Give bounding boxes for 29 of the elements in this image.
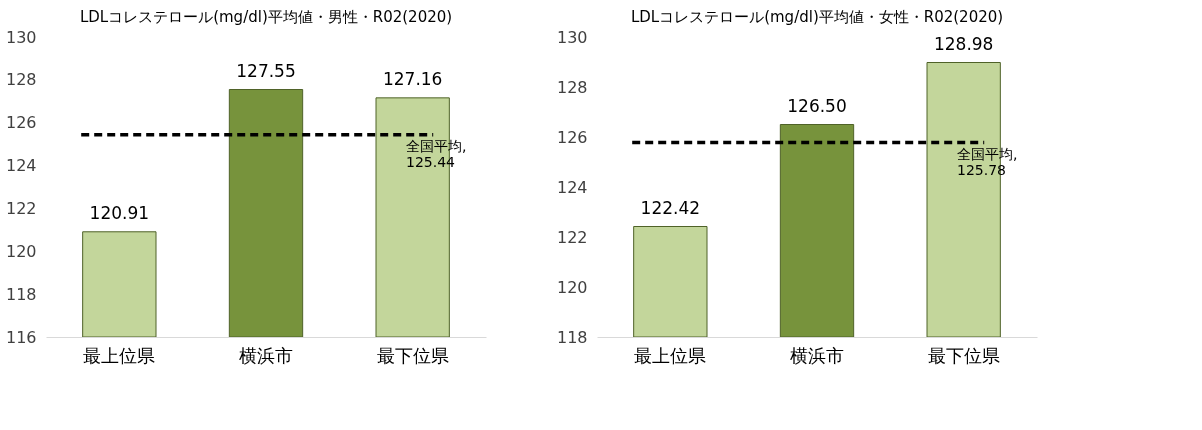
- data-label: 128.98: [933, 33, 994, 54]
- x-tick-label: 最上位県: [83, 344, 156, 366]
- chart-title: LDLコレステロール(mg/dl)平均値・女性・R02(2020): [630, 8, 1004, 26]
- y-tick-label: 118: [556, 327, 588, 347]
- y-tick-label: 118: [5, 284, 37, 304]
- x-tick-label: 最下位県: [927, 344, 1000, 366]
- y-tick-label: 126: [556, 127, 588, 147]
- data-label: 120.91: [89, 202, 150, 223]
- x-tick-label: 横浜市: [790, 344, 844, 366]
- x-tick-label: 最上位県: [634, 344, 707, 366]
- y-tick-label: 120: [5, 241, 37, 261]
- y-tick-label: 128: [5, 70, 37, 90]
- data-label: 122.42: [640, 197, 701, 218]
- y-tick-label: 126: [5, 113, 37, 133]
- x-tick-label: 横浜市: [239, 344, 293, 366]
- y-tick-label: 130: [556, 27, 588, 47]
- data-label: 127.55: [236, 60, 296, 81]
- y-tick-label: 122: [5, 198, 37, 218]
- data-label: 127.16: [382, 68, 443, 89]
- y-tick-label: 122: [556, 227, 588, 247]
- x-tick-label: 最下位県: [376, 344, 449, 366]
- y-tick-label: 116: [5, 327, 37, 347]
- y-tick-label: 120: [556, 277, 588, 297]
- y-tick-label: 124: [5, 156, 37, 176]
- chart-title: LDLコレステロール(mg/dl)平均値・男性・R02(2020): [79, 8, 453, 26]
- data-label: 126.50: [787, 95, 847, 116]
- y-tick-label: 128: [556, 77, 588, 97]
- y-tick-label: 124: [556, 177, 588, 197]
- y-tick-label: 130: [5, 27, 37, 47]
